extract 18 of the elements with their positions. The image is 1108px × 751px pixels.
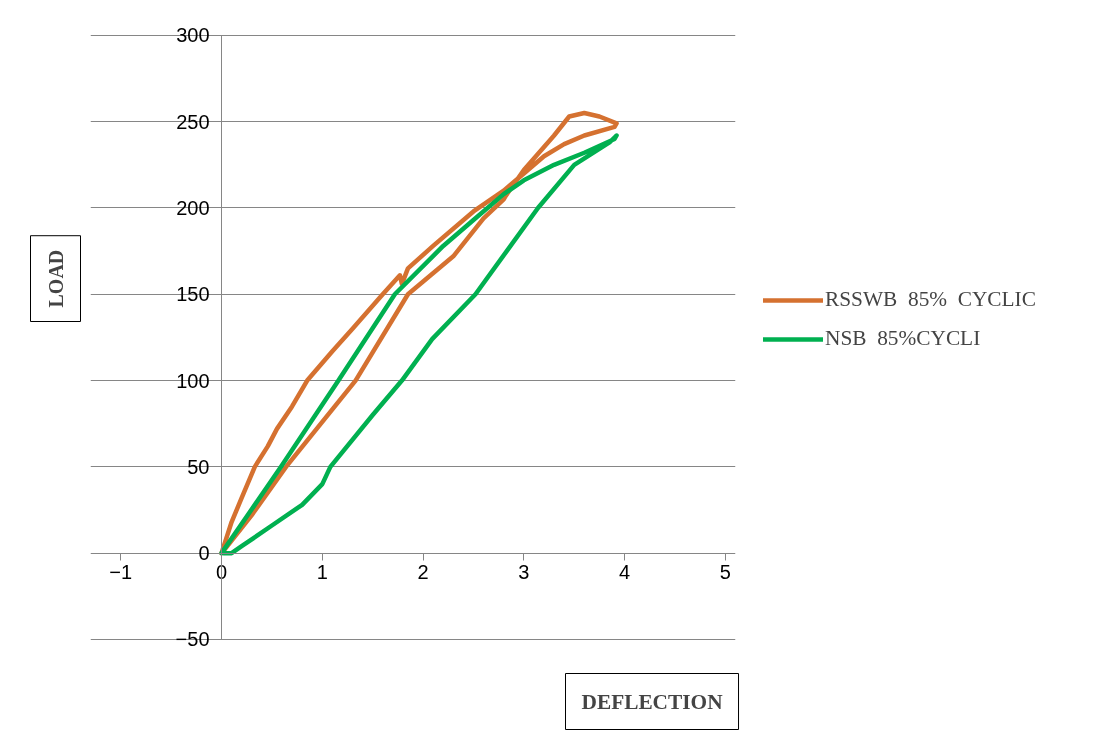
x-tick-label: 1 <box>316 561 328 584</box>
x-axis-title: DEFLECTION <box>581 689 724 714</box>
y-tick-label: 200 <box>176 196 210 219</box>
x-tick-label: 4 <box>619 561 631 584</box>
y-tick-label: 50 <box>187 455 210 478</box>
x-tick-label: 2 <box>417 561 429 584</box>
x-tick-label: 5 <box>719 561 731 584</box>
y-axis-title: LOAD <box>44 249 67 308</box>
y-tick-label: 300 <box>176 24 210 47</box>
y-tick-label: 150 <box>176 283 210 306</box>
x-tick-label: 3 <box>518 561 530 584</box>
legend-label: RSSWB 85% CYCLIC <box>825 287 1036 312</box>
legend-label: NSB 85%CYCLI <box>825 326 981 351</box>
y-tick-label: 250 <box>176 110 210 133</box>
x-tick-label: −1 <box>109 561 133 584</box>
y-tick-label: 100 <box>176 369 210 392</box>
y-tick-label: −50 <box>175 628 210 651</box>
y-tick-label: 0 <box>198 542 210 565</box>
